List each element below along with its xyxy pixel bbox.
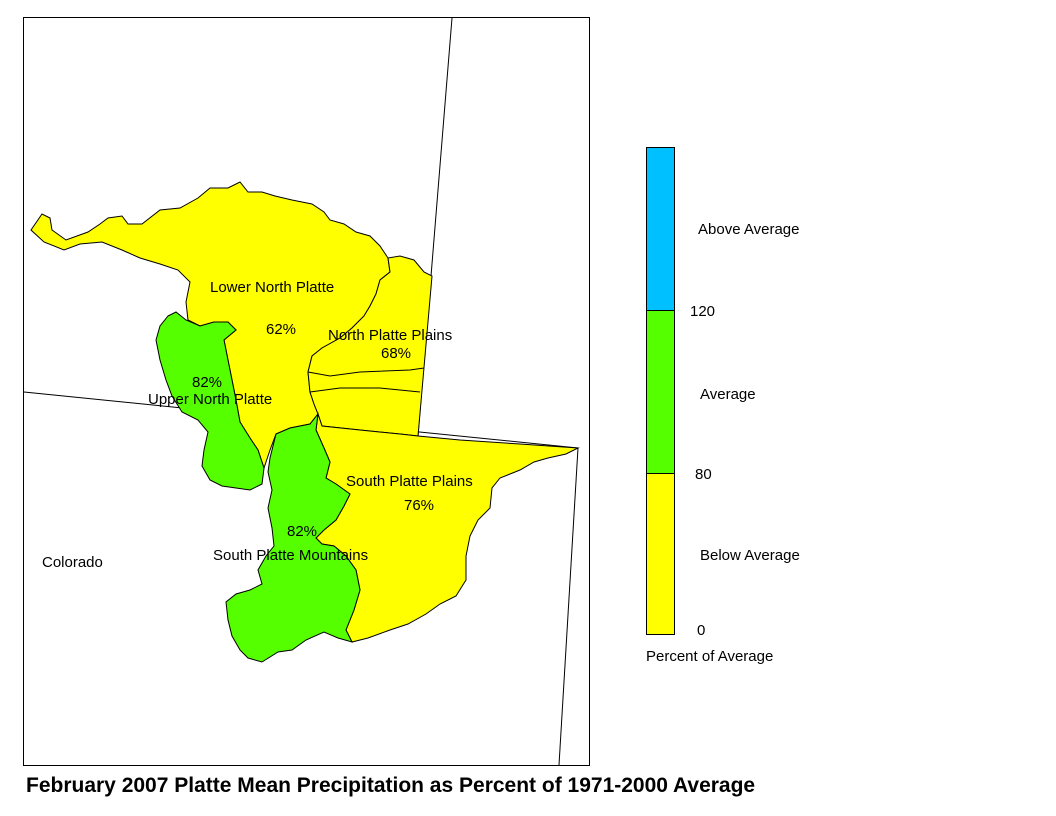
basin-value-north-platte-plains: 68% (381, 345, 411, 362)
basin-value-upper-north-platte: 82% (192, 374, 222, 391)
legend-swatch-above-average (646, 147, 675, 311)
legend-swatch-average (646, 310, 675, 474)
legend-label-below-average: Below Average (700, 547, 800, 564)
basin-upper-north-platte (155, 311, 265, 491)
basin-value-lower-north-platte: 62% (266, 321, 296, 338)
basin-value-south-platte-plains: 76% (404, 497, 434, 514)
legend-title: Percent of Average (646, 648, 773, 665)
state-boundary-colorado-east (558, 447, 579, 766)
basin-label-south-platte-plains: South Platte Plains (346, 473, 473, 490)
basin-label-lower-north-platte: Lower North Platte (210, 279, 334, 296)
basin-label-south-platte-mountains: South Platte Mountains (213, 547, 368, 564)
state-label-colorado: Colorado (42, 554, 103, 571)
basin-value-south-platte-mountains: 82% (287, 523, 317, 540)
basin-label-north-platte-plains: North Platte Plains (328, 327, 452, 344)
map-title: February 2007 Platte Mean Precipitation … (26, 774, 756, 797)
legend-label-above-average: Above Average (698, 221, 799, 238)
basin-divider-line-2 (307, 367, 425, 377)
basin-divider-line (309, 387, 421, 393)
basin-label-upper-north-platte: Upper North Platte (148, 391, 272, 408)
legend-label-average: Average (700, 386, 756, 403)
legend-tick-0: 0 (697, 622, 705, 639)
basin-south-platte-mountains (225, 412, 361, 663)
legend: Above Average 120 Average 80 Below Avera… (646, 147, 800, 665)
legend-tick-120: 120 (690, 303, 715, 320)
legend-tick-80: 80 (695, 466, 712, 483)
legend-swatch-below-average (646, 473, 675, 635)
